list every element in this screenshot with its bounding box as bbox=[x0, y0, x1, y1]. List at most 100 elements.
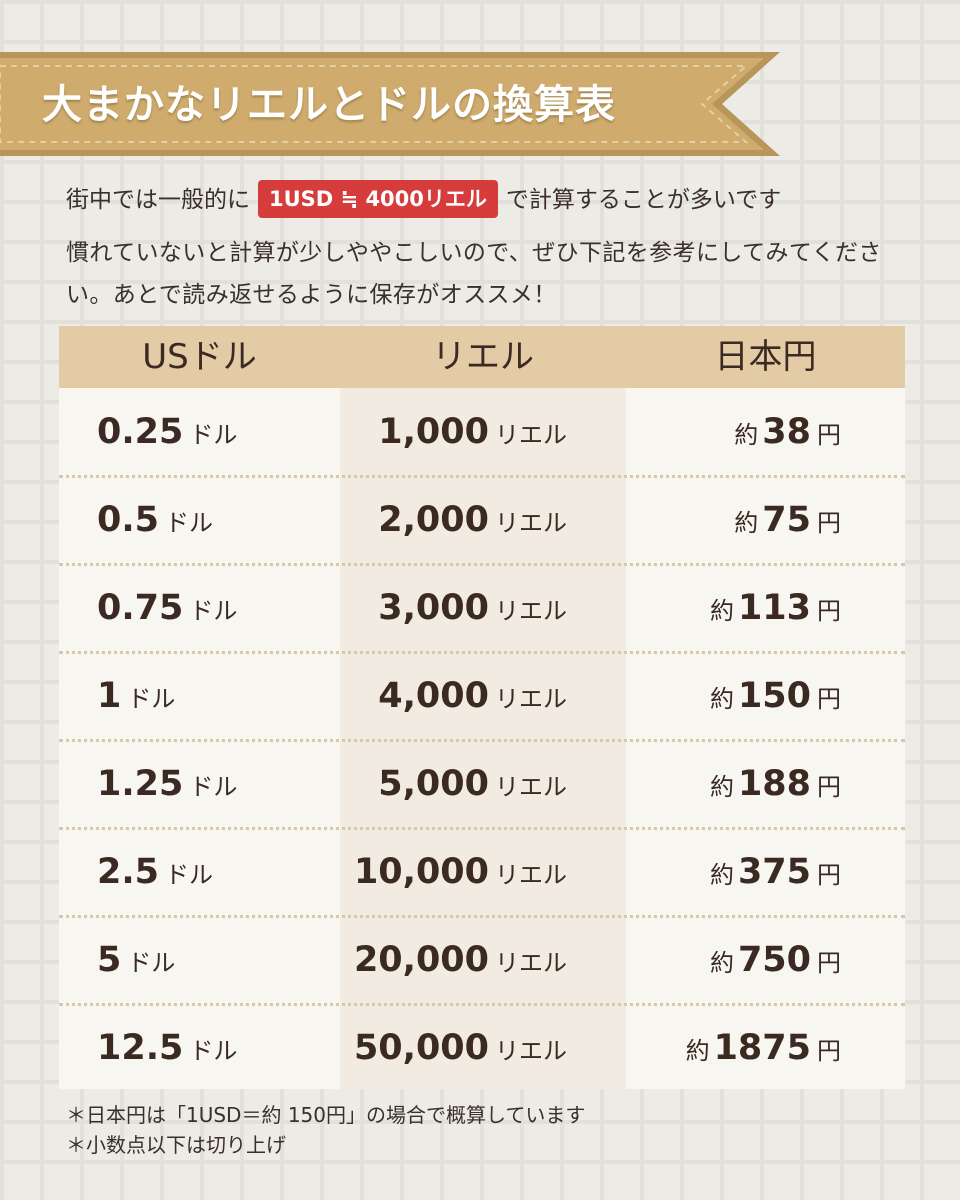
row-separator bbox=[59, 651, 905, 654]
usd-cell: 5 ドル bbox=[97, 916, 175, 1004]
usd-cell: 0.25 ドル bbox=[97, 388, 237, 476]
header-riel: リエル bbox=[432, 337, 534, 377]
yen-unit: 円 bbox=[817, 421, 841, 449]
riel-cell: 1,000 リエル bbox=[378, 388, 567, 476]
yen-value: 1875 bbox=[713, 1028, 811, 1068]
usd-unit: ドル bbox=[165, 861, 214, 889]
usd-cell: 0.75 ドル bbox=[97, 564, 237, 652]
header-usd: USドル bbox=[142, 337, 257, 377]
page-title: 大まかなリエルとドルの換算表 bbox=[42, 82, 616, 128]
yen-cell: 約 375 円 bbox=[710, 828, 841, 916]
table-row: 0.25 ドル 1,000 リエル 約 38 円 bbox=[59, 388, 905, 478]
table-row: 0.5 ドル 2,000 リエル 約 75 円 bbox=[59, 476, 905, 566]
yen-unit: 円 bbox=[817, 949, 841, 977]
usd-value: 1.25 bbox=[97, 764, 184, 804]
riel-value: 50,000 bbox=[353, 1028, 489, 1068]
yen-cell: 約 188 円 bbox=[710, 740, 841, 828]
riel-unit: リエル bbox=[495, 949, 567, 977]
riel-value: 5,000 bbox=[378, 764, 489, 804]
rate-badge: 1USD ≒ 4000リエル bbox=[258, 179, 498, 218]
yen-unit: 円 bbox=[817, 1037, 841, 1065]
intro-line-1: 街中では一般的に 1USD ≒ 4000リエル で計算することが多いです bbox=[66, 178, 906, 222]
yen-prefix: 約 bbox=[709, 861, 734, 889]
riel-unit: リエル bbox=[495, 861, 567, 889]
yen-cell: 約 1875 円 bbox=[686, 1004, 841, 1092]
riel-unit: リエル bbox=[495, 597, 567, 625]
riel-unit: リエル bbox=[495, 773, 567, 801]
header-yen: 日本円 bbox=[714, 337, 817, 377]
riel-value: 20,000 bbox=[353, 940, 489, 980]
riel-cell: 4,000 リエル bbox=[378, 652, 567, 740]
table-row: 12.5 ドル 50,000 リエル 約 1875 円 bbox=[59, 1004, 905, 1092]
yen-value: 75 bbox=[762, 500, 811, 540]
riel-value: 2,000 bbox=[378, 500, 489, 540]
row-separator bbox=[59, 1003, 905, 1006]
riel-cell: 2,000 リエル bbox=[378, 476, 567, 564]
riel-column-background bbox=[340, 326, 626, 1089]
riel-value: 10,000 bbox=[353, 852, 489, 892]
yen-value: 38 bbox=[762, 412, 811, 452]
yen-unit: 円 bbox=[817, 685, 841, 713]
row-separator bbox=[59, 563, 905, 566]
yen-unit: 円 bbox=[817, 773, 841, 801]
table-row: 0.75 ドル 3,000 リエル 約 113 円 bbox=[59, 564, 905, 654]
usd-value: 1 bbox=[97, 676, 122, 716]
yen-cell: 約 75 円 bbox=[734, 476, 841, 564]
usd-unit: ドル bbox=[127, 685, 176, 713]
footnotes: ＊日本円は「1USD＝約 150円」の場合で概算しています ＊小数点以下は切り上… bbox=[66, 1100, 585, 1160]
table-row: 2.5 ドル 10,000 リエル 約 375 円 bbox=[59, 828, 905, 918]
row-separator bbox=[59, 475, 905, 478]
yen-prefix: 約 bbox=[709, 597, 734, 625]
usd-value: 0.25 bbox=[97, 412, 184, 452]
usd-value: 12.5 bbox=[97, 1028, 184, 1068]
conversion-table: USドル リエル 日本円 0.25 ドル 1,000 リエル約 38 円 0.5 ドル 2,00… bbox=[59, 326, 905, 1089]
row-separator bbox=[59, 739, 905, 742]
usd-unit: ドル bbox=[127, 949, 176, 977]
yen-cell: 約 150 円 bbox=[710, 652, 841, 740]
title-banner: 大まかなリエルとドルの換算表 bbox=[0, 48, 790, 160]
intro-text-before: 街中では一般的に bbox=[66, 187, 250, 213]
usd-cell: 2.5 ドル bbox=[97, 828, 213, 916]
usd-unit: ドル bbox=[189, 1037, 238, 1065]
yen-prefix: 約 bbox=[709, 949, 734, 977]
table-row: 1 ドル 4,000 リエル 約 150 円 bbox=[59, 652, 905, 742]
usd-cell: 12.5 ドル bbox=[97, 1004, 237, 1092]
yen-value: 113 bbox=[737, 588, 811, 628]
yen-value: 375 bbox=[737, 852, 811, 892]
usd-value: 5 bbox=[97, 940, 122, 980]
riel-value: 1,000 bbox=[378, 412, 489, 452]
yen-value: 150 bbox=[737, 676, 811, 716]
row-separator bbox=[59, 827, 905, 830]
usd-unit: ドル bbox=[165, 509, 214, 537]
riel-cell: 10,000 リエル bbox=[354, 828, 567, 916]
riel-value: 3,000 bbox=[378, 588, 489, 628]
yen-unit: 円 bbox=[817, 861, 841, 889]
row-separator bbox=[59, 915, 905, 918]
yen-value: 188 bbox=[737, 764, 811, 804]
banner-ribbon-shape bbox=[0, 52, 780, 156]
yen-cell: 約 38 円 bbox=[734, 388, 841, 476]
riel-unit: リエル bbox=[495, 509, 567, 537]
table-row: 1.25 ドル 5,000 リエル 約 188 円 bbox=[59, 740, 905, 830]
riel-unit: リエル bbox=[495, 685, 567, 713]
intro-line-2: 慣れていないと計算が少しややこしいので、ぜひ下記を参考にしてみてください。あとで… bbox=[66, 240, 882, 308]
footnote-rate: ＊日本円は「1USD＝約 150円」の場合で概算しています bbox=[66, 1103, 586, 1127]
riel-cell: 20,000 リエル bbox=[354, 916, 567, 1004]
riel-cell: 5,000 リエル bbox=[378, 740, 567, 828]
yen-value: 750 bbox=[737, 940, 811, 980]
usd-cell: 1.25 ドル bbox=[97, 740, 237, 828]
usd-value: 2.5 bbox=[97, 852, 160, 892]
yen-prefix: 約 bbox=[709, 685, 734, 713]
table-row: 5 ドル 20,000 リエル 約 750 円 bbox=[59, 916, 905, 1006]
yen-prefix: 約 bbox=[709, 773, 734, 801]
yen-prefix: 約 bbox=[734, 509, 759, 537]
riel-unit: リエル bbox=[495, 1037, 567, 1065]
riel-cell: 50,000 リエル bbox=[354, 1004, 567, 1092]
usd-cell: 0.5 ドル bbox=[97, 476, 213, 564]
usd-unit: ドル bbox=[189, 597, 238, 625]
yen-unit: 円 bbox=[817, 509, 841, 537]
yen-prefix: 約 bbox=[685, 1037, 710, 1065]
usd-value: 0.5 bbox=[97, 500, 160, 540]
usd-unit: ドル bbox=[189, 773, 238, 801]
table-header: USドル リエル 日本円 bbox=[59, 326, 905, 388]
